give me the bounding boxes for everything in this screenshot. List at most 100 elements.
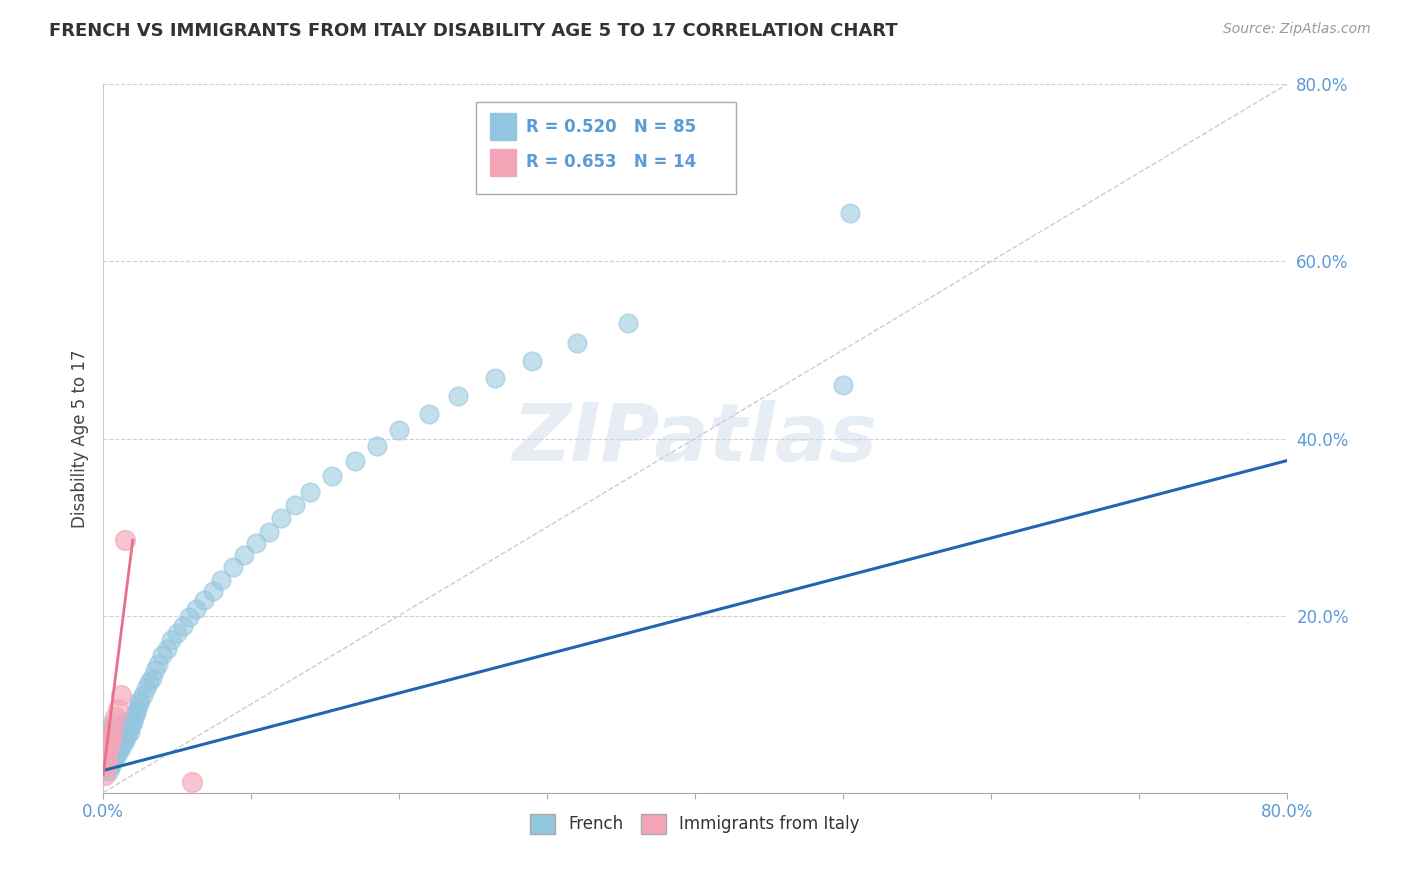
Y-axis label: Disability Age 5 to 17: Disability Age 5 to 17 xyxy=(72,350,89,528)
Point xyxy=(97,759,120,773)
Point xyxy=(129,692,152,706)
Point xyxy=(97,732,120,747)
Point xyxy=(98,723,121,738)
Point xyxy=(114,714,136,729)
Point xyxy=(124,706,146,720)
Text: ZIPatlas: ZIPatlas xyxy=(512,400,877,477)
Point xyxy=(98,764,121,778)
Point xyxy=(121,714,143,729)
Point xyxy=(93,746,115,760)
Point xyxy=(143,664,166,678)
Point xyxy=(94,764,117,778)
Point xyxy=(110,688,132,702)
Point xyxy=(156,642,179,657)
Point xyxy=(160,633,183,648)
Point xyxy=(180,775,202,789)
Point xyxy=(107,701,129,715)
Point xyxy=(127,701,149,715)
Point xyxy=(617,317,640,331)
FancyBboxPatch shape xyxy=(475,103,737,194)
Point xyxy=(565,335,588,350)
Point xyxy=(105,748,128,763)
Point xyxy=(150,648,173,663)
Point xyxy=(172,619,194,633)
Point xyxy=(98,750,121,764)
Text: R = 0.520   N = 85: R = 0.520 N = 85 xyxy=(526,118,696,136)
Point xyxy=(94,746,117,760)
Point xyxy=(103,750,125,764)
Point xyxy=(321,468,343,483)
Point xyxy=(108,723,131,738)
Point xyxy=(177,610,200,624)
Point xyxy=(94,750,117,764)
Point xyxy=(93,768,115,782)
Point xyxy=(110,722,132,736)
Point xyxy=(93,759,115,773)
Point xyxy=(186,601,208,615)
Point xyxy=(107,728,129,742)
Point xyxy=(98,741,121,756)
Point xyxy=(201,583,224,598)
Point xyxy=(270,511,292,525)
Point xyxy=(117,723,139,738)
Point xyxy=(118,725,141,739)
Point xyxy=(105,732,128,747)
Point xyxy=(114,533,136,548)
Point xyxy=(108,741,131,756)
Text: Source: ZipAtlas.com: Source: ZipAtlas.com xyxy=(1223,22,1371,37)
Text: FRENCH VS IMMIGRANTS FROM ITALY DISABILITY AGE 5 TO 17 CORRELATION CHART: FRENCH VS IMMIGRANTS FROM ITALY DISABILI… xyxy=(49,22,898,40)
Point xyxy=(831,378,853,392)
Point xyxy=(114,734,136,748)
FancyBboxPatch shape xyxy=(491,149,516,176)
Point xyxy=(115,728,138,742)
Point xyxy=(104,737,127,751)
Point xyxy=(100,759,122,773)
Point xyxy=(103,722,125,736)
Point xyxy=(141,671,163,685)
Point xyxy=(103,719,125,733)
Point xyxy=(839,206,862,220)
Point xyxy=(110,741,132,756)
Point xyxy=(101,755,124,769)
Point xyxy=(388,423,411,437)
Point xyxy=(100,741,122,756)
Point xyxy=(128,697,150,711)
Point xyxy=(101,728,124,742)
Point xyxy=(418,407,440,421)
Point xyxy=(122,710,145,724)
Point xyxy=(103,737,125,751)
Point xyxy=(107,746,129,760)
Point xyxy=(104,752,127,766)
Text: R = 0.653   N = 14: R = 0.653 N = 14 xyxy=(526,153,696,171)
Point xyxy=(211,573,233,587)
Point xyxy=(232,549,254,563)
Point xyxy=(447,389,470,403)
Point xyxy=(97,719,120,733)
Point xyxy=(257,524,280,539)
Point xyxy=(98,737,121,751)
FancyBboxPatch shape xyxy=(491,113,516,140)
Point xyxy=(97,755,120,769)
Legend: French, Immigrants from Italy: French, Immigrants from Italy xyxy=(530,814,859,834)
Point xyxy=(484,371,506,385)
Point xyxy=(101,741,124,756)
Point xyxy=(366,439,388,453)
Point xyxy=(166,626,188,640)
Point xyxy=(111,719,134,733)
Point xyxy=(112,732,135,747)
Point xyxy=(222,560,245,574)
Point xyxy=(104,721,127,735)
Point xyxy=(93,732,115,747)
Point xyxy=(138,675,160,690)
Point xyxy=(245,536,267,550)
Point xyxy=(97,737,120,751)
Point xyxy=(193,592,215,607)
Point xyxy=(146,657,169,672)
Point xyxy=(100,732,122,747)
Point xyxy=(520,353,543,368)
Point xyxy=(94,759,117,773)
Point xyxy=(94,723,117,738)
Point xyxy=(97,746,120,760)
Point xyxy=(299,484,322,499)
Point xyxy=(343,453,366,467)
